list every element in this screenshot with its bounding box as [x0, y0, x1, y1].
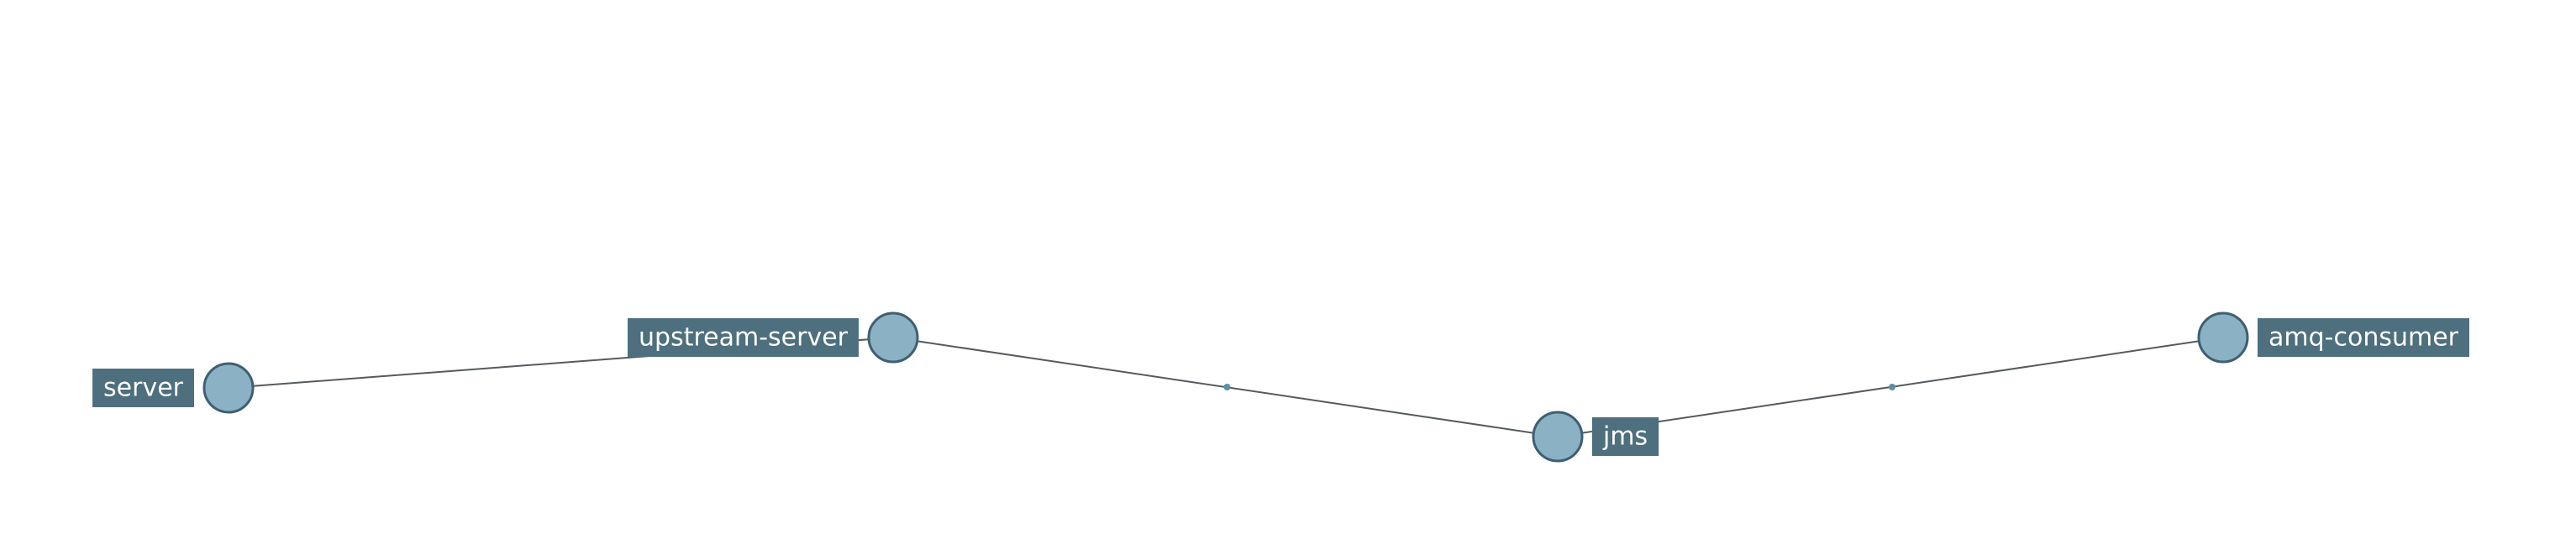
node-jms[interactable]: jms: [1532, 411, 1659, 463]
nodes-layer: server upstream-server jms amq-consumer: [92, 312, 2469, 463]
edge-midpoint-marker: [1223, 384, 1231, 390]
node-circle[interactable]: [2197, 312, 2249, 364]
edge-midpoint-marker: [1889, 384, 1895, 390]
node-circle[interactable]: [1532, 411, 1584, 463]
node-label-background: [628, 318, 859, 357]
edges-layer: [228, 337, 2224, 437]
node-label-background: [1592, 417, 1659, 456]
node-label-amq-consumer: amq-consumer: [2258, 318, 2469, 357]
node-amq-consumer[interactable]: amq-consumer: [2197, 312, 2469, 364]
node-upstream-server[interactable]: upstream-server: [628, 312, 919, 364]
node-label-text: jms: [1602, 422, 1648, 452]
node-label-background: [92, 369, 194, 407]
node-label-text: upstream-server: [639, 323, 849, 353]
node-circle[interactable]: [867, 312, 919, 364]
node-server[interactable]: server: [92, 362, 255, 414]
node-label-background: [2258, 318, 2469, 357]
node-label-server: server: [92, 369, 194, 407]
node-label-jms: jms: [1592, 417, 1659, 456]
node-label-text: amq-consumer: [2268, 323, 2459, 353]
node-label-upstream-server: upstream-server: [628, 318, 859, 357]
node-circle[interactable]: [202, 362, 255, 414]
node-label-text: server: [103, 374, 184, 403]
